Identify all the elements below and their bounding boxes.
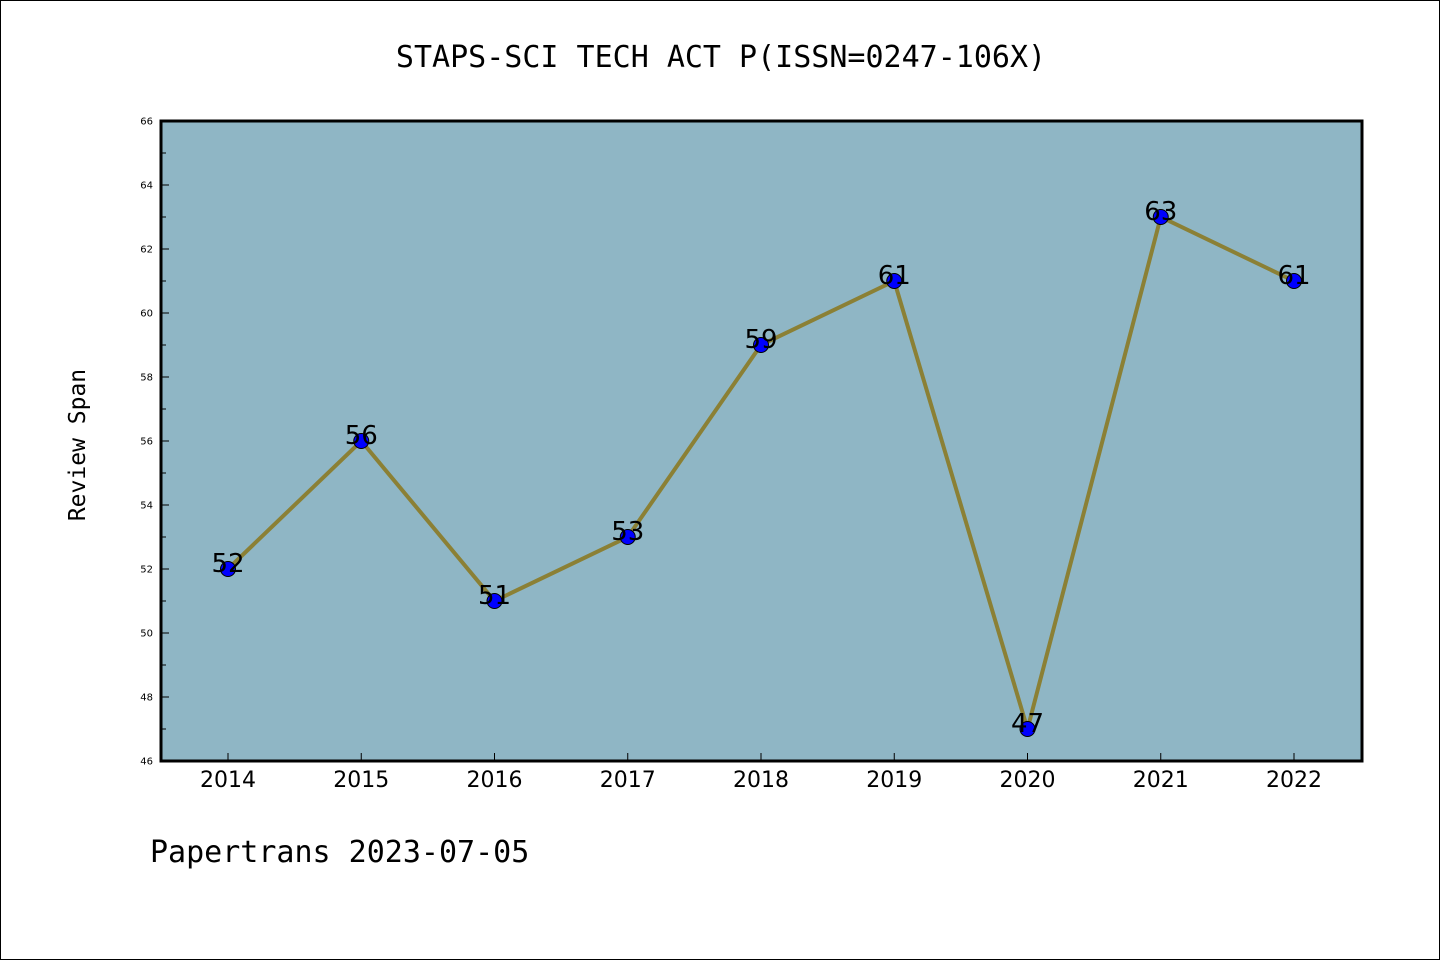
data-point <box>1152 209 1169 225</box>
y-tick-label: 66 <box>140 117 153 128</box>
series-layer: 52 56 51 53 59 61 47 63 61 <box>211 197 1310 739</box>
x-tick-label: 2020 <box>1000 768 1056 793</box>
y-axis-label: Review Span <box>65 369 91 521</box>
y-tick-label: 58 <box>140 373 153 384</box>
data-point <box>619 529 636 545</box>
x-tick-label: 2015 <box>333 768 389 793</box>
data-label: 61 <box>878 261 911 291</box>
chart-title: STAPS-SCI TECH ACT P(ISSN=0247-106X) <box>396 40 1046 75</box>
data-point <box>220 561 236 577</box>
data-label: 59 <box>744 325 777 355</box>
x-tick-label: 2014 <box>200 768 256 793</box>
y-tick-label: 50 <box>140 629 153 640</box>
data-point <box>1286 273 1302 289</box>
data-point <box>353 433 370 449</box>
y-tick-label: 64 <box>140 181 153 192</box>
data-point <box>1019 721 1036 737</box>
y-tick-label: 54 <box>140 501 153 512</box>
x-axis: 2014 2015 2016 2017 2018 2019 2020 2021 2022 <box>200 753 1322 793</box>
data-label: 53 <box>611 517 644 547</box>
data-point <box>886 273 903 289</box>
data-label: 52 <box>211 549 244 579</box>
y-tick-label: 46 <box>140 757 153 768</box>
data-label: 47 <box>1011 709 1044 739</box>
y-tick-label: 52 <box>140 565 153 576</box>
x-tick-label: 2018 <box>733 768 789 793</box>
x-tick-label: 2021 <box>1133 768 1189 793</box>
y-tick-label: 56 <box>140 437 153 448</box>
x-tick-label: 2022 <box>1266 768 1322 793</box>
data-label: 61 <box>1277 261 1310 291</box>
footer-note: Papertrans 2023-07-05 <box>150 835 530 870</box>
data-label: 63 <box>1144 197 1177 227</box>
plot-area <box>161 121 1362 761</box>
y-tick-label: 60 <box>140 309 153 320</box>
y-tick-label: 48 <box>140 693 153 704</box>
x-tick-label: 2019 <box>866 768 922 793</box>
x-tick-label: 2017 <box>600 768 656 793</box>
data-point <box>486 593 503 609</box>
data-label: 51 <box>478 581 511 611</box>
y-tick-label: 62 <box>140 245 153 256</box>
x-tick-label: 2016 <box>467 768 523 793</box>
plot-border <box>159 119 1364 763</box>
data-point <box>753 337 769 353</box>
data-label: 56 <box>345 421 378 451</box>
